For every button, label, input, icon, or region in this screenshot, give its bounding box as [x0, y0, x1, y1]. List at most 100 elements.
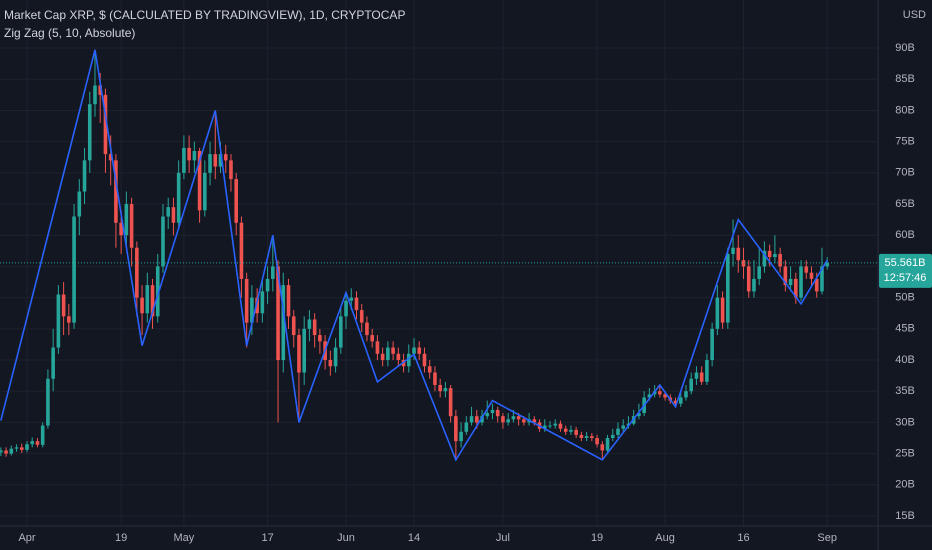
candle-body	[459, 431, 463, 442]
x-tick-label: 16	[737, 532, 749, 544]
candle-body	[87, 104, 92, 161]
candle-body	[558, 423, 563, 429]
candle-body	[234, 179, 238, 223]
y-tick-label: 70B	[895, 167, 915, 179]
candle-body	[438, 384, 442, 392]
last-price-label: 55.561B	[885, 257, 926, 269]
candle-body	[171, 207, 176, 223]
candle-body	[678, 397, 683, 404]
candle-body	[344, 300, 348, 317]
currency: USD	[903, 9, 926, 21]
candle-body	[720, 297, 725, 323]
candle-body	[710, 328, 714, 361]
candle-body	[579, 434, 584, 439]
countdown: 12:57:46	[884, 272, 927, 284]
candle-body	[155, 266, 160, 317]
candle-body	[239, 222, 244, 279]
candle-body	[726, 253, 730, 323]
y-tick-label: 85B	[895, 73, 915, 85]
candle-body	[370, 335, 374, 342]
candle-body	[365, 322, 369, 336]
candle-body	[328, 360, 333, 367]
candle-body	[250, 297, 254, 323]
candle-body	[108, 154, 113, 161]
candle-body	[82, 160, 87, 192]
zigzag-line	[0, 49, 828, 462]
candle-body	[715, 297, 720, 329]
candle-body	[276, 266, 280, 361]
y-tick-label: 75B	[895, 136, 915, 148]
candle-body	[380, 353, 385, 361]
y-tick-label: 25B	[895, 448, 915, 460]
candle-body	[422, 353, 427, 367]
x-tick-label: Jul	[496, 532, 510, 544]
candle-body	[804, 266, 809, 273]
candle-body	[773, 253, 777, 258]
candle-body	[349, 297, 354, 301]
candle-body	[553, 423, 558, 426]
candle-body	[663, 394, 667, 398]
candle-body	[145, 285, 150, 314]
candle-body	[339, 316, 343, 348]
candle-body	[794, 278, 798, 298]
x-tick-label: Jun	[337, 532, 355, 544]
candle-body	[746, 266, 751, 292]
candle-body	[297, 335, 301, 373]
candle-body	[799, 266, 803, 298]
candle-body	[333, 347, 338, 367]
candle-body	[203, 172, 207, 211]
candle-body	[391, 347, 395, 354]
candle-body	[135, 247, 139, 298]
candle-body	[673, 400, 678, 404]
candle-body	[412, 347, 416, 354]
candle-body	[574, 429, 578, 435]
candle-body	[124, 204, 129, 236]
candle-body	[30, 441, 35, 445]
candle-body	[150, 285, 155, 317]
candle-body	[187, 147, 191, 161]
indicator-label: Zig Zag (5, 10, Absolute)	[4, 26, 135, 40]
candle-body	[511, 416, 516, 420]
candle-body	[563, 428, 568, 432]
candle-body	[820, 266, 824, 292]
y-tick-label: 50B	[895, 292, 915, 304]
candle-body	[51, 347, 55, 379]
candle-body	[548, 425, 552, 427]
candle-body	[474, 416, 479, 423]
candle-body	[14, 447, 19, 449]
candle-body	[590, 436, 594, 439]
candle-body	[291, 316, 296, 336]
y-tick-label: 35B	[895, 385, 915, 397]
candle-body	[281, 285, 286, 361]
candle-body	[600, 444, 605, 451]
candle-body	[4, 450, 8, 454]
candle-body	[161, 216, 165, 267]
x-tick-label: 17	[261, 532, 273, 544]
candle-body	[814, 278, 819, 292]
candle-body	[213, 154, 218, 167]
candle-body	[495, 409, 500, 417]
x-tick-label: Aug	[655, 532, 675, 544]
candle-body	[783, 266, 788, 286]
candle-body	[218, 154, 223, 167]
candle-body	[312, 319, 317, 336]
candle-body	[98, 85, 103, 95]
last-price-box	[879, 253, 932, 288]
candle-body	[616, 428, 620, 435]
grid	[0, 0, 878, 526]
candle-body	[9, 448, 14, 454]
y-tick-label: 30B	[895, 416, 915, 428]
candle-body	[77, 191, 82, 217]
candle-body	[433, 372, 437, 385]
candle-body	[114, 160, 118, 223]
candle-body	[35, 441, 40, 445]
candle-body	[417, 347, 422, 354]
candle-body	[103, 94, 108, 155]
candle-body	[658, 391, 662, 395]
candle-body	[762, 250, 767, 267]
candle-body	[375, 341, 380, 354]
candle-body	[767, 250, 772, 258]
candle-body	[605, 438, 610, 451]
candle-body	[40, 425, 45, 445]
x-tick-label: 14	[408, 532, 420, 544]
